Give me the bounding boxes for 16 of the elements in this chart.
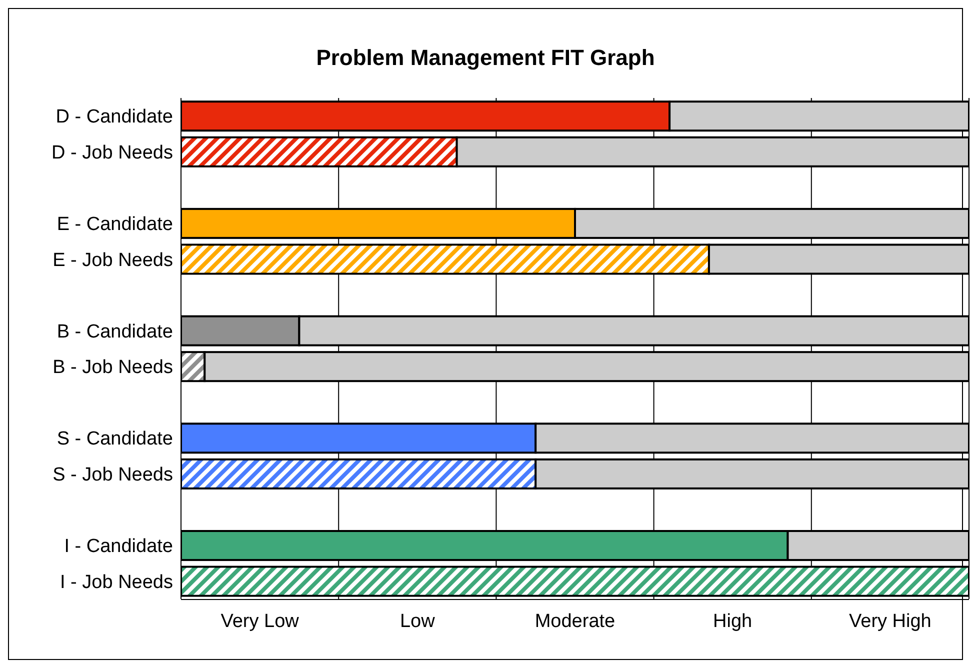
text: High (712, 611, 754, 633)
y-tick-label: I - Candidate (64, 536, 173, 558)
y-tick-label: E - Candidate (56, 214, 173, 235)
text: Moderate (534, 611, 616, 633)
text: Low (398, 611, 436, 633)
y-tick-label: E - Job Needs (52, 250, 173, 271)
y-tick-label: S - Job Needs (52, 464, 173, 486)
text: Very High (848, 611, 932, 633)
y-tick-label: D - Job Needs (52, 142, 173, 164)
y-tick-label: D - Candidate (56, 106, 173, 128)
y-tick-label: B - Candidate (56, 321, 173, 342)
y-tick-label: I - Job Needs (60, 572, 173, 593)
chart-title: Problem Management FIT Graph (315, 45, 656, 71)
text: Very Low (220, 611, 300, 633)
y-tick-label: S - Candidate (56, 428, 173, 450)
y-tick-label: B - Job Needs (52, 357, 173, 378)
